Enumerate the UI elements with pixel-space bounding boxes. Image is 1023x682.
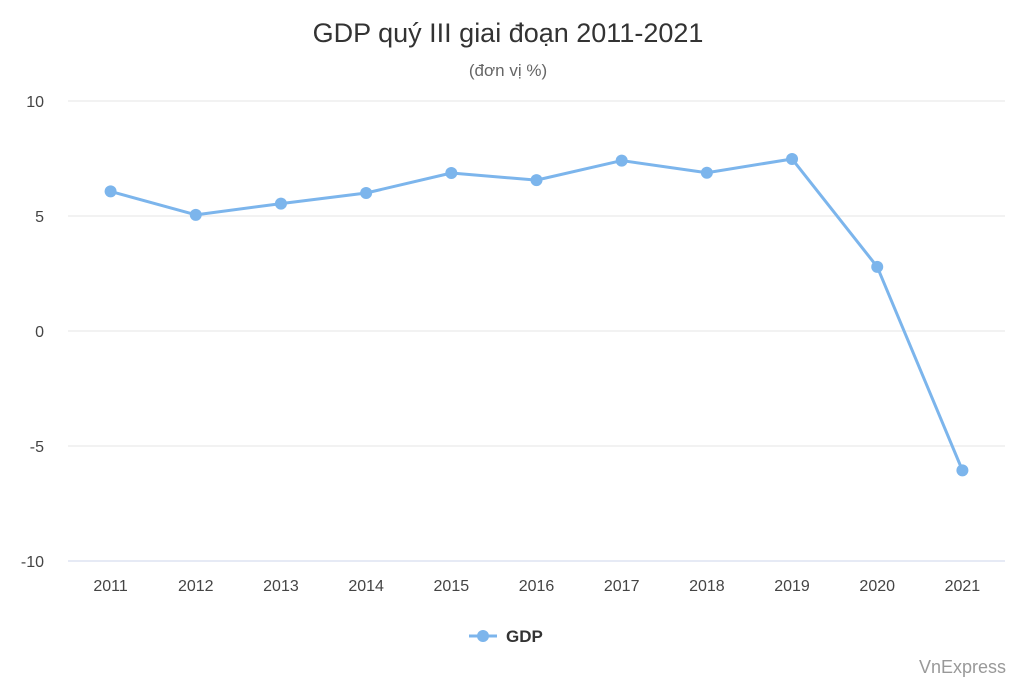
chart-subtitle: (đơn vị %) <box>469 61 547 80</box>
chart-title: GDP quý III giai đoạn 2011-2021 <box>313 18 704 48</box>
x-tick-label: 2013 <box>263 578 299 595</box>
y-tick-label: -10 <box>21 554 44 571</box>
y-tick-label: 10 <box>26 94 44 111</box>
data-point <box>871 260 884 273</box>
y-tick-label: 5 <box>35 209 44 226</box>
x-tick-label: 2015 <box>434 578 470 595</box>
data-point <box>360 187 373 199</box>
legend[interactable]: GDP <box>469 627 543 646</box>
x-tick-label: 2014 <box>348 578 384 595</box>
data-point <box>445 166 458 179</box>
x-tick-label: 2021 <box>945 578 981 595</box>
x-tick-label: 2018 <box>689 578 725 595</box>
x-tick-label: 2020 <box>859 578 895 595</box>
y-tick-label: -5 <box>30 439 44 456</box>
grid-lines <box>68 100 1005 562</box>
x-tick-label: 2011 <box>93 578 128 595</box>
x-tick-label: 2016 <box>519 578 555 595</box>
data-point <box>274 197 287 210</box>
data-point <box>700 166 713 179</box>
x-axis: 2011 2012 2013 2014 2015 2016 2017 2018 2019 2020… <box>93 578 980 595</box>
data-point <box>189 208 202 221</box>
y-tick-label: 0 <box>35 324 44 341</box>
series-layer <box>104 152 969 477</box>
data-point <box>530 174 543 187</box>
data-point <box>104 185 117 198</box>
data-point <box>956 464 969 477</box>
data-point <box>615 154 628 167</box>
data-point <box>786 152 799 165</box>
credit-label: VnExpress <box>919 657 1006 677</box>
x-tick-label: 2012 <box>178 578 214 595</box>
legend-marker <box>477 630 489 642</box>
series-line-gdp <box>109 157 964 472</box>
x-tick-label: 2017 <box>604 578 640 595</box>
x-tick-label: 2019 <box>774 578 810 595</box>
legend-label: GDP <box>506 627 543 646</box>
y-axis: 10 5 0 -5 -10 <box>21 94 44 571</box>
